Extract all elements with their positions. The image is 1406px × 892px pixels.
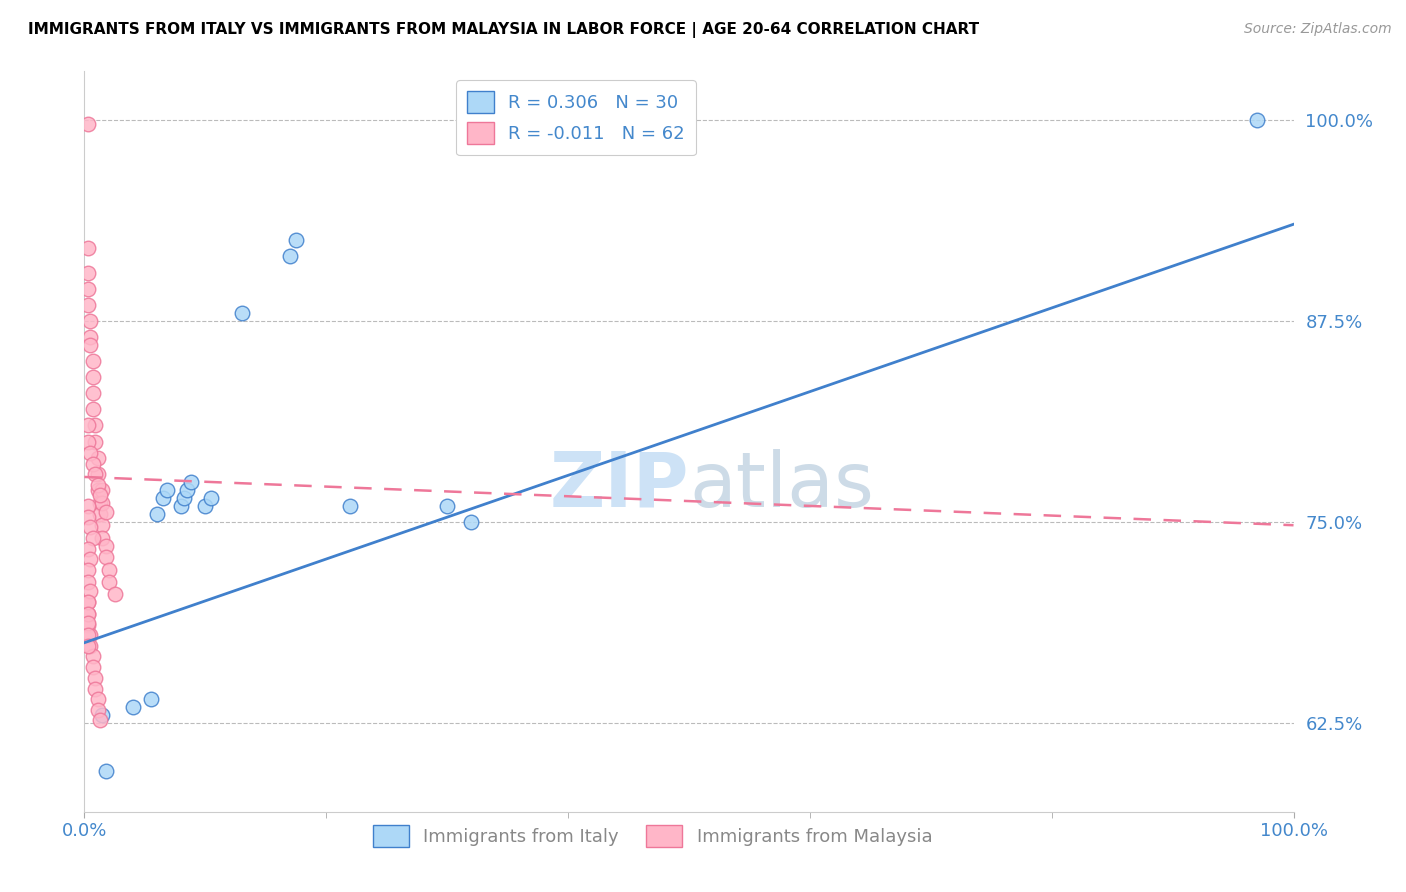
Point	[139, 692, 162, 706]
Point	[77, 266, 100, 280]
Point	[86, 703, 108, 717]
Point	[200, 491, 222, 505]
Point	[94, 764, 117, 779]
Point	[278, 249, 301, 264]
Point	[86, 692, 108, 706]
Point	[91, 531, 114, 545]
Point	[460, 515, 482, 529]
Point	[77, 282, 100, 296]
Point	[77, 618, 100, 632]
Point	[77, 595, 100, 609]
Point	[77, 499, 100, 513]
Point	[77, 418, 100, 433]
Text: ZIP: ZIP	[550, 449, 689, 523]
Point	[94, 539, 117, 553]
Point	[86, 483, 108, 497]
Point	[91, 496, 114, 510]
Point	[176, 483, 198, 497]
Point	[94, 505, 117, 519]
Point	[77, 434, 100, 449]
Point	[82, 531, 104, 545]
Point	[339, 499, 361, 513]
Point	[84, 434, 107, 449]
Point	[104, 587, 127, 601]
Point	[86, 450, 108, 465]
Point	[84, 671, 107, 685]
Point	[77, 639, 100, 653]
Point	[146, 507, 169, 521]
Point	[173, 491, 195, 505]
Point	[77, 118, 100, 132]
Point	[194, 499, 217, 513]
Point	[94, 550, 117, 565]
Point	[86, 467, 108, 481]
Point	[91, 708, 114, 723]
Point	[436, 499, 458, 513]
Point	[79, 639, 101, 653]
Text: IMMIGRANTS FROM ITALY VS IMMIGRANTS FROM MALAYSIA IN LABOR FORCE | AGE 20-64 COR: IMMIGRANTS FROM ITALY VS IMMIGRANTS FROM…	[28, 22, 979, 38]
Point	[284, 233, 308, 247]
Point	[82, 457, 104, 471]
Point	[77, 298, 100, 312]
Point	[86, 478, 108, 492]
Point	[79, 330, 101, 344]
Point	[89, 507, 111, 521]
Point	[82, 354, 104, 368]
Point	[91, 518, 114, 533]
Point	[97, 563, 120, 577]
Point	[231, 306, 253, 320]
Point	[82, 660, 104, 674]
Point	[180, 475, 202, 489]
Point	[77, 563, 100, 577]
Point	[79, 628, 101, 642]
Point	[89, 713, 111, 727]
Point	[82, 402, 104, 417]
Point	[77, 628, 100, 642]
Point	[79, 552, 101, 566]
Point	[77, 616, 100, 631]
Point	[79, 584, 101, 599]
Point	[77, 574, 100, 589]
Point	[77, 542, 100, 557]
Point	[79, 446, 101, 460]
Point	[84, 418, 107, 433]
Point	[97, 574, 120, 589]
Point	[121, 700, 143, 714]
Point	[79, 314, 101, 328]
Point	[155, 483, 177, 497]
Text: atlas: atlas	[689, 449, 873, 523]
Point	[89, 496, 111, 510]
Point	[82, 386, 104, 401]
Point	[89, 488, 111, 502]
Point	[1246, 112, 1268, 127]
Point	[77, 607, 100, 621]
Legend: Immigrants from Italy, Immigrants from Malaysia: Immigrants from Italy, Immigrants from M…	[366, 818, 939, 855]
Point	[82, 370, 104, 384]
Text: Source: ZipAtlas.com: Source: ZipAtlas.com	[1244, 22, 1392, 37]
Point	[152, 491, 174, 505]
Point	[77, 241, 100, 255]
Point	[77, 595, 100, 609]
Point	[82, 648, 104, 663]
Point	[84, 682, 107, 697]
Point	[84, 467, 107, 481]
Point	[79, 338, 101, 352]
Point	[91, 483, 114, 497]
Point	[170, 499, 193, 513]
Point	[77, 510, 100, 524]
Point	[77, 607, 100, 621]
Point	[79, 520, 101, 534]
